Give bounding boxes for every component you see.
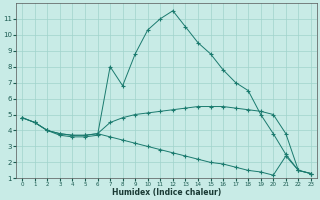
X-axis label: Humidex (Indice chaleur): Humidex (Indice chaleur) bbox=[112, 188, 221, 197]
